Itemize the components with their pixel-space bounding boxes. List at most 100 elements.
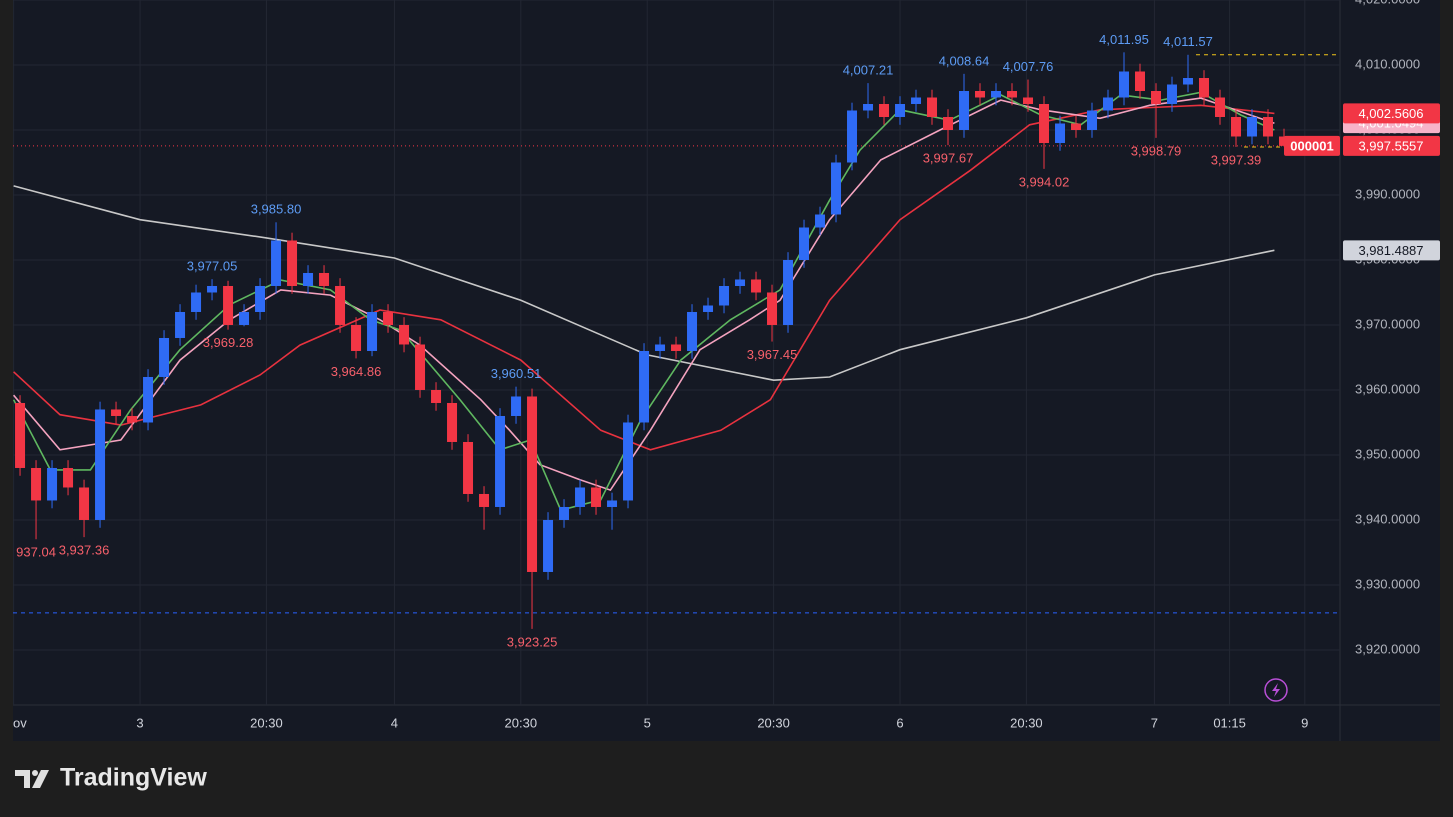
candle-body — [655, 344, 666, 351]
candle-body — [95, 409, 106, 520]
candle-body — [431, 389, 442, 403]
candle-body — [1151, 90, 1162, 104]
y-tick-label: 4,020.0000 — [1355, 0, 1420, 6]
candle-body — [1247, 116, 1258, 137]
candle-body — [63, 467, 74, 488]
candle-body — [191, 292, 202, 312]
low-label: 3,967.45 — [747, 347, 798, 362]
moving-average — [13, 97, 1275, 492]
candle-body — [511, 396, 522, 416]
y-tick-label: 4,010.0000 — [1355, 56, 1420, 71]
x-tick-label: ov — [13, 715, 27, 730]
candle-body — [1071, 123, 1082, 130]
candle-body — [207, 285, 218, 293]
x-tick-label: 20:30 — [1010, 715, 1043, 730]
x-tick-label: 3 — [136, 715, 143, 730]
candle-body — [719, 285, 730, 306]
moving-average — [13, 185, 1275, 382]
candle-body — [1023, 97, 1034, 104]
low-label: 3,997.67 — [923, 151, 974, 166]
price-tag-label: 3,997.5557 — [1358, 138, 1423, 153]
candle-body — [591, 487, 602, 507]
candle-body — [623, 422, 634, 501]
candle-body — [751, 279, 762, 293]
high-label: 3,977.05 — [187, 259, 238, 274]
candle-body — [1055, 123, 1066, 143]
low-label: 3,937.36 — [59, 543, 110, 558]
low-label: 3,997.39 — [1211, 152, 1262, 167]
candle-body — [575, 487, 586, 507]
candle-body — [639, 350, 650, 423]
low-label: 3,994.02 — [1019, 174, 1070, 189]
candle-body — [543, 519, 554, 572]
candle-body — [687, 311, 698, 351]
candle-body — [863, 103, 874, 111]
candle-body — [671, 344, 682, 351]
y-tick-label: 3,990.0000 — [1355, 186, 1420, 201]
x-tick-label: 9 — [1301, 715, 1308, 730]
candle-body — [175, 311, 186, 338]
candle-body — [367, 311, 378, 351]
candle-body — [991, 90, 1002, 98]
x-tick-label: 20:30 — [757, 715, 790, 730]
candle-body — [735, 279, 746, 286]
candle-body — [1215, 97, 1226, 117]
candle-body — [15, 402, 26, 468]
candle-body — [351, 324, 362, 351]
candle-body — [895, 103, 906, 117]
candle-body — [399, 324, 410, 345]
high-label: 4,007.21 — [843, 63, 894, 78]
candle-body — [911, 97, 922, 104]
candle-body — [79, 487, 90, 520]
candle-body — [47, 467, 58, 501]
candle-body — [335, 285, 346, 325]
candle-body — [799, 227, 810, 260]
high-label: 3,985.80 — [251, 202, 302, 217]
candle-body — [1087, 110, 1098, 130]
candle-body — [1007, 90, 1018, 98]
candle-body — [319, 272, 330, 286]
candle-body — [943, 116, 954, 130]
high-label: 4,008.64 — [939, 53, 990, 68]
y-tick-label: 3,920.0000 — [1355, 641, 1420, 656]
x-tick-label: 6 — [896, 715, 903, 730]
x-tick-label: 20:30 — [250, 715, 283, 730]
low-label: 3,923.25 — [507, 634, 558, 649]
candle-body — [287, 240, 298, 286]
candle-body — [159, 337, 170, 377]
candle-body — [303, 272, 314, 286]
x-tick-label: 01:15 — [1213, 715, 1246, 730]
lightning-icon[interactable] — [1264, 678, 1288, 702]
candle-body — [703, 305, 714, 312]
candle-body — [831, 162, 842, 215]
candle-body — [143, 376, 154, 423]
candle-body — [1103, 97, 1114, 111]
candle-body — [479, 493, 490, 507]
candle-body — [1167, 84, 1178, 104]
candle-body — [1231, 116, 1242, 137]
brand-name: TradingView — [60, 764, 207, 792]
x-tick-label: 7 — [1151, 715, 1158, 730]
high-label: 4,007.76 — [1003, 59, 1054, 74]
candle-body — [1039, 103, 1050, 143]
candle-body — [111, 409, 122, 416]
x-tick-label: 20:30 — [505, 715, 538, 730]
grid — [13, 0, 1340, 705]
candle-body — [815, 214, 826, 228]
candle-body — [271, 240, 282, 286]
candle-body — [127, 415, 138, 423]
candle-body — [975, 90, 986, 98]
low-label: 3,998.79 — [1131, 143, 1182, 158]
candle-body — [527, 396, 538, 572]
price-tag-label: 4,002.5606 — [1358, 106, 1423, 121]
brand-logo: TradingView — [15, 764, 207, 792]
price-tag — [1343, 103, 1440, 124]
candle-body — [463, 441, 474, 494]
y-tick-label: 3,960.0000 — [1355, 381, 1420, 396]
axes: 3,920.0000 3,930.0000 3,940.0000 3,950.0000… — [13, 0, 1440, 730]
candle-body — [1199, 77, 1210, 98]
candle-body — [847, 110, 858, 163]
candle-body — [559, 506, 570, 520]
